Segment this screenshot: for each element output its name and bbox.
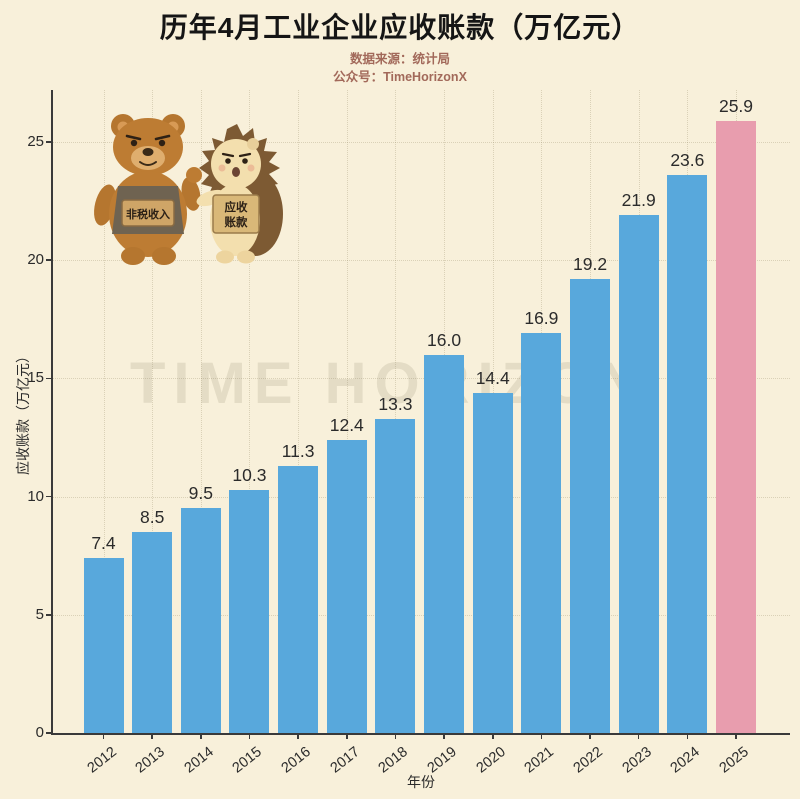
x-tick-mark	[491, 735, 494, 739]
x-tick-mark	[637, 735, 640, 739]
bar-2022	[570, 279, 611, 733]
bar-2023	[618, 215, 659, 733]
chart-title: 历年4月工业企业应收账款（万亿元）	[159, 12, 641, 43]
bar-value-label: 16.9	[524, 308, 559, 329]
y-tick-label: 5	[35, 605, 44, 623]
bar-2017	[326, 439, 367, 733]
gridline-horizontal	[52, 260, 790, 262]
y-tick-mark	[46, 732, 52, 734]
x-tick-mark	[200, 735, 202, 739]
gridline-vertical	[103, 90, 105, 733]
y-tick-mark	[46, 259, 52, 261]
y-tick-label: 25	[27, 133, 44, 150]
bar-value-label: 23.6	[670, 150, 705, 171]
bar-value-label: 21.9	[621, 190, 656, 211]
hedgehog-sign-text-line2: 账款	[225, 215, 248, 229]
bar-value-label: 9.5	[188, 483, 213, 504]
x-axis-line	[51, 733, 790, 735]
x-tick-mark	[394, 735, 397, 739]
x-tick-mark	[151, 735, 153, 739]
bar-2018	[375, 418, 416, 733]
gridline-vertical	[346, 90, 348, 733]
x-tick-mark	[248, 735, 251, 739]
y-tick-label: 10	[27, 487, 44, 505]
gridline-vertical	[200, 90, 202, 733]
bar-value-label: 7.4	[91, 533, 116, 554]
y-tick-label: 20	[27, 251, 44, 269]
bar-value-label: 12.4	[329, 414, 364, 435]
gridline-vertical	[152, 90, 154, 733]
x-tick-mark	[102, 735, 105, 739]
gridline-vertical	[249, 90, 251, 733]
bar-2019	[424, 354, 465, 733]
bar-value-label: 13.3	[378, 393, 413, 414]
gridline-horizontal	[52, 496, 790, 498]
gridline-horizontal	[52, 142, 790, 143]
x-axis-title: 年份	[407, 774, 435, 790]
y-tick-mark	[46, 495, 52, 498]
hedgehog-sign-text-line1: 应收	[225, 200, 248, 214]
bar-2015	[229, 489, 270, 733]
y-axis-title: 应收账款（万亿元）	[15, 349, 31, 475]
mascot-illustration: 非税收入 应收 账款	[94, 114, 283, 265]
gridline-vertical	[395, 90, 397, 733]
bear-mascot: 非税收入	[94, 114, 202, 265]
bar-2016	[278, 465, 319, 733]
bar-2021	[521, 333, 562, 733]
y-axis-line	[51, 90, 53, 735]
bar-value-label: 14.4	[475, 367, 510, 388]
bear-sign-text: 非税收入	[126, 207, 170, 221]
y-tick-label: 15	[27, 369, 44, 387]
bar-value-label: 11.3	[281, 440, 315, 461]
y-tick-mark	[46, 141, 52, 143]
bar-value-label: 19.2	[573, 254, 608, 275]
y-tick-mark	[46, 377, 52, 380]
subtitle-data-source: 数据来源：统计局	[349, 52, 450, 66]
x-tick-mark	[686, 735, 689, 739]
hedgehog-mascot: 应收 账款	[196, 124, 283, 264]
x-tick-mark	[735, 735, 737, 739]
subtitle-account: 公众号：TimeHorizonX	[333, 70, 467, 84]
x-tick-mark	[345, 735, 348, 739]
bar-2024	[667, 175, 708, 733]
bar-value-label: 25.9	[718, 95, 754, 116]
bar-2012	[83, 558, 124, 733]
x-tick-mark	[589, 735, 591, 739]
x-tick-mark	[443, 735, 445, 739]
y-tick-label: 0	[35, 724, 44, 741]
bar-2020	[472, 392, 513, 733]
bar-2013	[132, 532, 173, 733]
bar-2025	[716, 120, 756, 733]
gridline-horizontal	[52, 614, 790, 616]
x-tick-mark	[297, 735, 299, 739]
gridline-vertical	[298, 90, 300, 733]
y-tick-mark	[46, 614, 52, 616]
bar-value-label: 8.5	[139, 507, 165, 528]
bar-value-label: 10.3	[232, 464, 267, 485]
x-tick-mark	[540, 735, 543, 739]
bar-value-label: 16.0	[427, 329, 462, 350]
gridline-horizontal	[52, 378, 790, 380]
bar-2014	[180, 508, 221, 733]
